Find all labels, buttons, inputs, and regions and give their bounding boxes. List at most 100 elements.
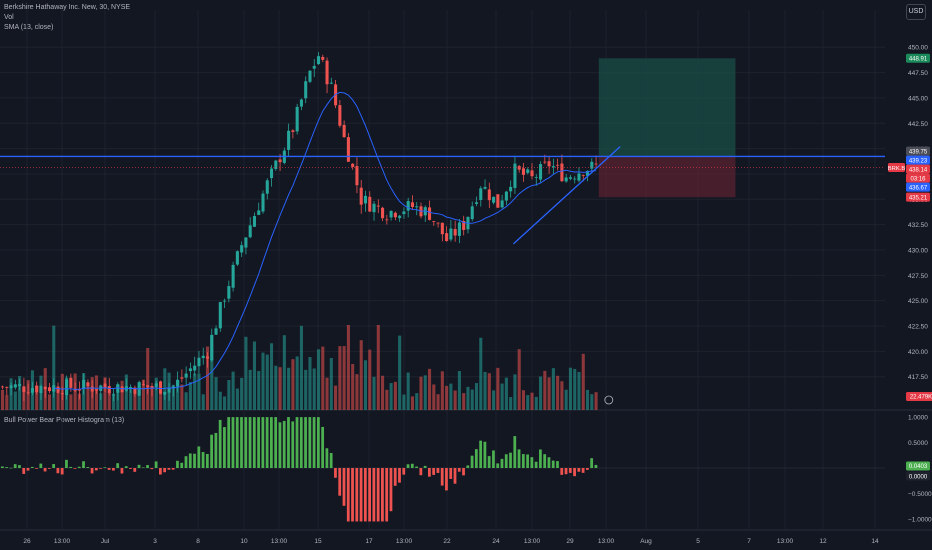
candle-body	[513, 163, 517, 188]
histogram-bar	[218, 419, 222, 468]
candle-body	[201, 355, 205, 359]
histogram-bar	[154, 461, 158, 468]
candle-body	[530, 170, 534, 177]
price-label: 439.23	[909, 158, 928, 164]
candle-body	[103, 383, 107, 388]
histogram-bar	[120, 468, 124, 474]
candle-body	[398, 215, 402, 219]
candle-body	[556, 164, 560, 166]
volume-bar	[474, 383, 479, 410]
time-tick-label: 13:00	[396, 538, 413, 545]
histogram-bar	[282, 420, 286, 468]
histogram-bar	[504, 454, 508, 468]
volume-bar	[257, 371, 261, 410]
histogram-bar	[227, 417, 231, 468]
price-tick-label: 432.50	[908, 222, 928, 229]
histogram-bar	[325, 448, 329, 468]
histogram-bar	[47, 468, 51, 469]
candle-body	[325, 60, 329, 85]
candle-body	[551, 166, 555, 168]
time-tick-label: 15	[314, 538, 322, 545]
time-tick-label: 14	[871, 538, 879, 545]
candle-body	[368, 196, 372, 212]
trendline	[512, 146, 621, 245]
volume-bar	[500, 383, 504, 410]
volume-bar	[265, 354, 269, 410]
volume-bar	[517, 349, 521, 410]
candle-body	[577, 173, 581, 181]
candle-body	[154, 383, 158, 387]
currency-button[interactable]: USD	[906, 4, 926, 20]
volume-bar	[171, 384, 175, 410]
hist-label: 0.0403	[909, 464, 928, 470]
histogram-bar	[585, 468, 589, 470]
candle-body	[355, 166, 359, 186]
candle-body	[257, 210, 261, 215]
histogram-bar	[342, 468, 346, 506]
candle-body	[299, 99, 303, 107]
histogram-bar	[274, 417, 278, 468]
histogram-bar	[244, 417, 248, 468]
histogram-bar	[500, 458, 504, 468]
candle-body	[308, 70, 312, 82]
histogram-bar	[231, 417, 235, 468]
candle-body	[69, 377, 73, 388]
volume-bar	[184, 392, 188, 410]
volume-bar	[227, 379, 231, 410]
price-tick-label: 417.50	[908, 374, 928, 381]
volume-bar	[483, 371, 487, 410]
candle-body	[252, 216, 256, 227]
volume-bar	[530, 392, 534, 410]
volume-bar	[381, 375, 385, 410]
candle-body	[385, 219, 389, 221]
volume-bar	[428, 368, 432, 410]
candle-body	[188, 368, 192, 372]
volume-bar	[26, 380, 30, 410]
volume-bar	[235, 388, 239, 410]
candle-body	[462, 220, 466, 230]
volume-bar	[137, 385, 141, 410]
candle-body	[265, 180, 269, 194]
candle-body	[568, 177, 572, 179]
histogram-bar	[406, 464, 410, 468]
volume-bar	[487, 373, 491, 410]
price-label: 03:16	[910, 176, 926, 182]
price-tick-label: 447.50	[908, 70, 928, 77]
histogram-bar	[43, 468, 47, 472]
volume-bar	[287, 367, 291, 410]
histogram-bar	[1, 466, 4, 468]
candle-body	[474, 202, 479, 204]
chart-title: Berkshire Hathaway Inc. New, 30, NYSE	[4, 4, 131, 11]
candle-body	[210, 334, 214, 361]
volume-bar	[5, 395, 9, 410]
volume-bar	[526, 395, 530, 410]
candle-body	[261, 193, 265, 212]
volume-bar	[539, 376, 543, 410]
hist-tick-label: −0.5000	[908, 491, 932, 498]
volume-bar	[299, 325, 303, 410]
histogram-bar	[65, 459, 68, 468]
volume-bar	[359, 340, 363, 410]
candle-body	[176, 379, 180, 387]
histogram-bar	[52, 464, 56, 468]
price-label-box	[906, 155, 930, 165]
volume-bar	[158, 390, 163, 410]
volume-bar	[18, 376, 22, 410]
candle-body	[9, 385, 13, 389]
candle-body	[329, 82, 333, 84]
candle-body	[30, 388, 34, 393]
price-tick-label: 442.50	[908, 121, 928, 128]
histogram-bar	[99, 468, 102, 469]
histogram-bar	[13, 464, 17, 468]
volume-bar	[594, 392, 598, 410]
histogram-bar	[299, 417, 303, 468]
histogram-bar	[30, 466, 34, 468]
histogram-bar	[419, 468, 423, 476]
hist-label-box	[906, 471, 930, 481]
histogram-bar	[474, 449, 478, 468]
time-tick-label: 17	[365, 538, 373, 545]
histogram-bar	[77, 466, 81, 468]
volume-bar	[295, 356, 299, 410]
candle-body	[590, 161, 594, 169]
